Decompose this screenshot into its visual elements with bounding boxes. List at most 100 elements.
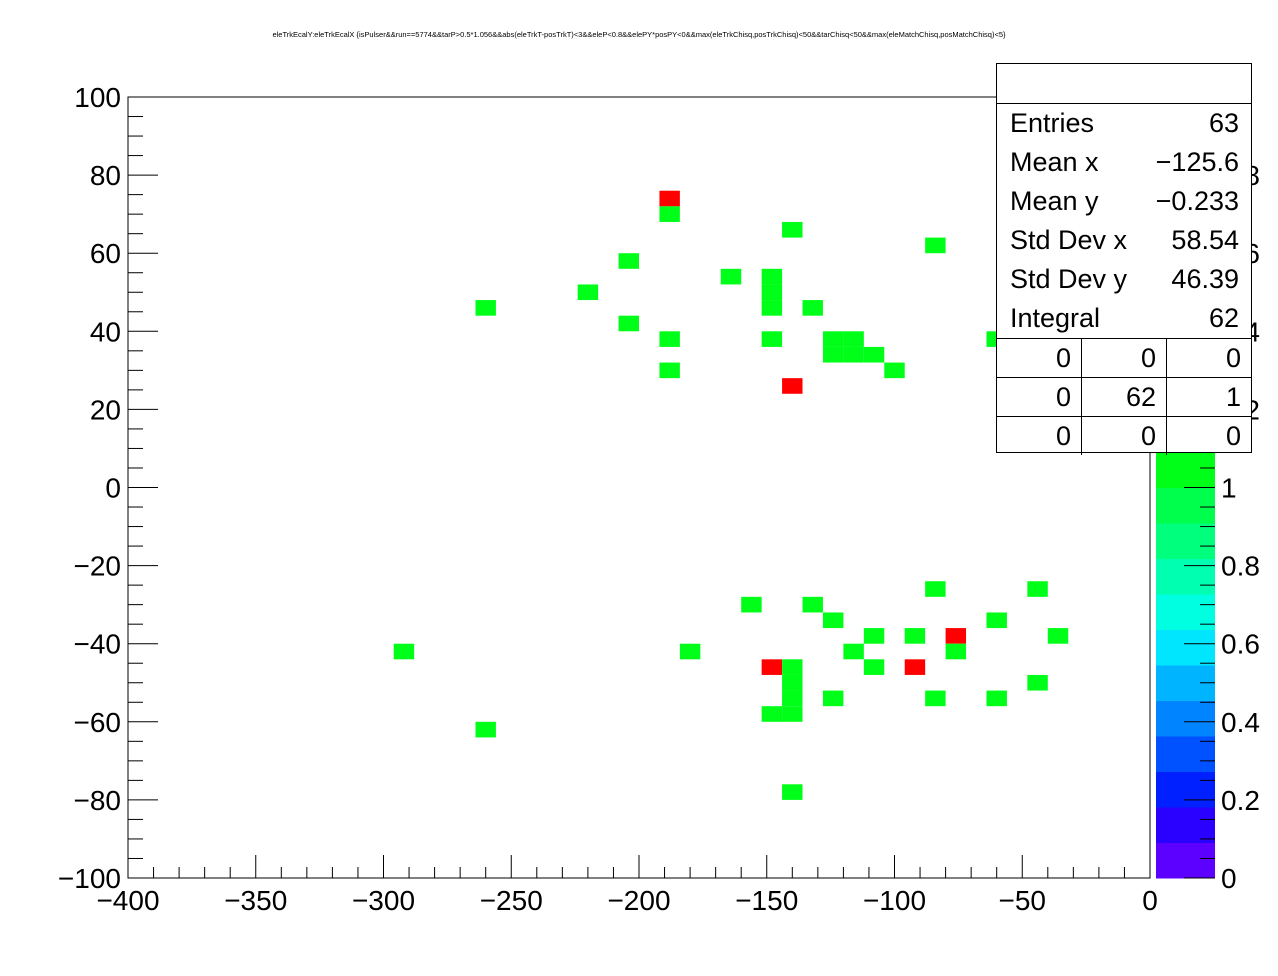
stats-grid-cell: 0	[1055, 342, 1071, 373]
palette-swatch	[1156, 736, 1215, 772]
stats-grid-cell: 0	[1081, 417, 1166, 455]
stats-mean-x-value: −125.6	[1155, 147, 1239, 177]
stats-integral-value: 62	[1208, 303, 1239, 333]
stats-grid-cell: 1	[1166, 378, 1251, 416]
y-tick-label: 40	[90, 316, 121, 347]
palette-swatch	[1156, 771, 1215, 808]
x-tick-label: −350	[224, 885, 287, 916]
y-tick-label: 80	[90, 160, 121, 191]
histogram-bin	[925, 581, 946, 597]
stats-entries-label: Entries	[1010, 108, 1095, 138]
stats-grid-row: 0 0 0	[997, 416, 1251, 455]
stats-integral-label: Integral	[1010, 303, 1101, 333]
palette-swatch	[1156, 807, 1215, 843]
stats-entries-value: 63	[1208, 108, 1239, 138]
stats-mean-x-label: Mean x	[1010, 147, 1099, 177]
palette-swatch	[1156, 523, 1215, 559]
stats-std-x-value: 58.54	[1171, 225, 1239, 255]
histogram-bins	[393, 190, 1069, 800]
histogram-bin	[761, 284, 783, 301]
histogram-bin	[782, 221, 803, 238]
stats-std-y: Std Dev y 46.39	[997, 260, 1251, 299]
stats-grid-cell: 0	[1055, 420, 1071, 451]
palette-swatch	[1156, 452, 1215, 488]
palette-label: 0.8	[1221, 551, 1260, 582]
x-tick-label: −250	[480, 885, 543, 916]
y-tick-label: −100	[58, 863, 121, 894]
stats-std-x-label: Std Dev x	[1010, 225, 1128, 255]
histogram-bin	[822, 612, 844, 629]
palette-swatch	[1156, 700, 1215, 737]
histogram-bin	[761, 331, 783, 347]
chart-title: eleTrkEcalY:eleTrkEcalX {isPulser&&run==…	[272, 30, 1006, 39]
stats-header	[997, 64, 1251, 104]
stats-grid-cell: 0	[1081, 339, 1166, 377]
stats-mean-x: Mean x −125.6	[997, 143, 1251, 182]
x-tick-label: −400	[96, 885, 159, 916]
histogram-bin	[884, 362, 905, 379]
x-tick-label: −150	[735, 885, 798, 916]
stats-mean-y-value: −0.233	[1155, 186, 1239, 216]
stats-mean-y: Mean y −0.233	[997, 182, 1251, 221]
histogram-bin	[659, 206, 680, 222]
histogram-bin	[475, 300, 496, 316]
histogram-bin	[577, 284, 599, 301]
stats-box: Entries 63 Mean x −125.6 Mean y −0.233 S…	[996, 63, 1252, 455]
x-tick-label: −100	[863, 885, 926, 916]
stats-grid-row: 0 0 0	[997, 338, 1251, 377]
histogram-bin	[925, 690, 946, 707]
y-tick-label: 0	[105, 473, 121, 504]
histogram-bin	[679, 643, 701, 660]
histogram-bin	[1047, 628, 1069, 644]
histogram-bin	[475, 721, 496, 738]
histogram-bin	[802, 300, 823, 316]
palette-swatch	[1156, 487, 1215, 524]
palette-swatch	[1156, 842, 1215, 879]
stats-grid-cell: 0	[1055, 381, 1071, 412]
histogram-bin	[761, 659, 783, 675]
histogram-bin	[843, 346, 864, 363]
histogram-bin	[822, 331, 844, 347]
stats-integral: Integral 62	[997, 299, 1251, 338]
histogram-bin	[618, 253, 639, 269]
histogram-bin	[659, 190, 680, 207]
palette-swatch	[1156, 629, 1215, 666]
y-tick-label: 20	[90, 394, 121, 425]
palette-swatch	[1156, 558, 1215, 595]
stats-std-y-value: 46.39	[1171, 264, 1239, 294]
histogram-bin	[618, 315, 639, 332]
histogram-bin	[741, 596, 762, 613]
histogram-bin	[659, 331, 680, 347]
stats-grid-cell: 0	[1166, 339, 1251, 377]
histogram-bin	[782, 690, 803, 707]
palette-label: 0.2	[1221, 785, 1260, 816]
histogram-bin	[925, 237, 946, 254]
histogram-bin	[782, 706, 803, 722]
histogram-bin	[802, 596, 823, 613]
stats-grid-cell: 62	[1081, 378, 1166, 416]
histogram-bin	[761, 300, 783, 316]
histogram-bin	[904, 659, 926, 675]
histogram-bin	[945, 628, 967, 644]
histogram-bin	[1027, 581, 1048, 597]
y-tick-label: 60	[90, 238, 121, 269]
x-tick-label: 0	[1142, 885, 1158, 916]
y-tick-label: −20	[74, 551, 122, 582]
stats-std-x: Std Dev x 58.54	[997, 221, 1251, 260]
histogram-bin	[720, 268, 742, 285]
histogram-bin	[843, 331, 864, 347]
y-tick-label: −40	[74, 629, 122, 660]
histogram-bin	[863, 346, 885, 363]
histogram-bin	[945, 643, 967, 660]
histogram-bin	[782, 784, 803, 800]
histogram-bin	[659, 362, 680, 379]
histogram-bin	[822, 346, 844, 363]
histogram-bin	[393, 643, 415, 660]
palette-label: 0.4	[1221, 707, 1260, 738]
histogram-bin	[986, 612, 1007, 629]
histogram-bin	[782, 378, 803, 394]
stats-entries: Entries 63	[997, 104, 1251, 143]
histogram-bin	[863, 628, 885, 644]
y-tick-label: −80	[74, 785, 122, 816]
stats-grid-row: 0 62 1	[997, 377, 1251, 416]
